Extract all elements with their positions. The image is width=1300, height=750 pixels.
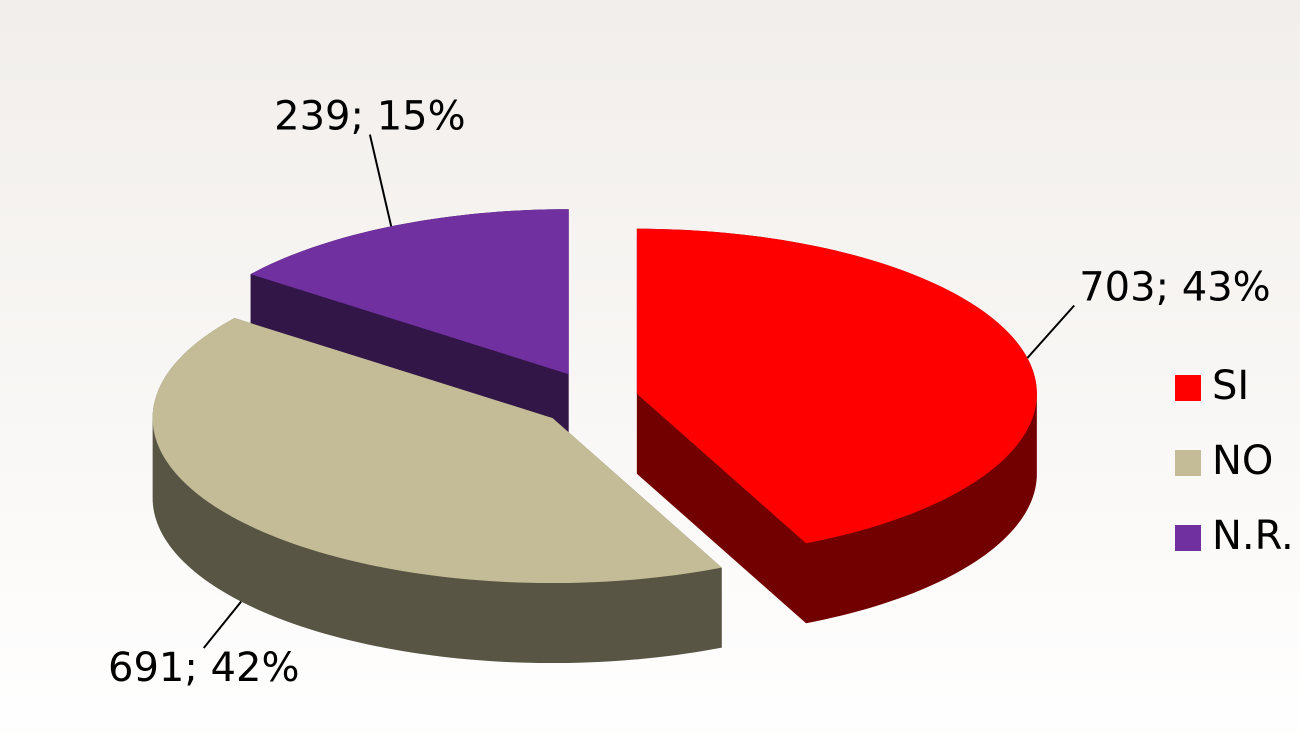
legend-swatch xyxy=(1175,525,1201,551)
legend-swatch xyxy=(1175,450,1201,476)
leader-line xyxy=(1026,304,1075,359)
slice xyxy=(636,228,1037,544)
legend-swatch xyxy=(1175,375,1201,401)
leader-line xyxy=(202,600,242,649)
value-label: 691; 42% xyxy=(108,645,299,691)
value-label: 703; 43% xyxy=(1079,265,1270,311)
slice xyxy=(250,209,569,375)
value-label: 239; 15% xyxy=(274,94,465,140)
legend-label: NO xyxy=(1212,438,1273,484)
legend-label: SI xyxy=(1212,363,1249,409)
slice xyxy=(152,318,722,584)
leader-line xyxy=(368,134,393,227)
legend-label: N.R. xyxy=(1212,513,1294,559)
